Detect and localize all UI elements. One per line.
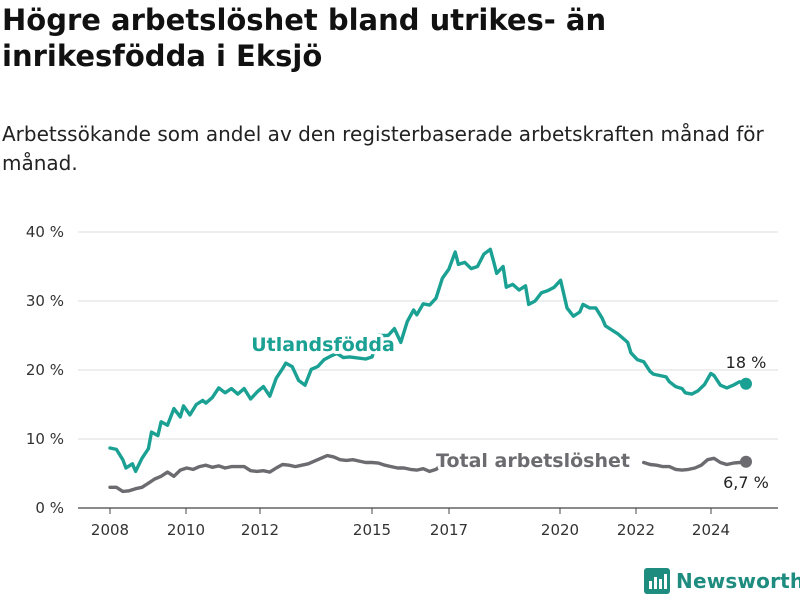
y-tick-label: 30 % xyxy=(26,292,64,310)
y-tick-label: 0 % xyxy=(35,499,64,517)
x-tick-label: 2024 xyxy=(692,521,730,539)
series-line-total xyxy=(108,453,464,494)
series-label-total: Total arbetslöshet xyxy=(436,450,630,472)
end-point-utlandsfodda xyxy=(740,377,752,390)
series-line-total xyxy=(642,456,748,472)
x-tick-label: 2020 xyxy=(541,521,579,539)
end-point-total xyxy=(740,455,752,468)
end-label-total: 6,7 % xyxy=(723,473,769,492)
series-label-total-halo: Total arbetslöshet xyxy=(436,450,630,472)
chart-title: Högre arbetslöshet bland utrikes- än inr… xyxy=(2,3,607,73)
newsworthy-logo-icon xyxy=(644,568,670,594)
chart-subtitle: Arbetssökande som andel av den registerb… xyxy=(2,122,764,175)
series-line-utlandsfodda xyxy=(108,247,748,474)
x-tick-label: 2017 xyxy=(430,521,468,539)
x-tick-label: 2022 xyxy=(617,521,655,539)
y-tick-label: 20 % xyxy=(26,361,64,379)
y-tick-label: 10 % xyxy=(26,430,64,448)
y-tick-label: 40 % xyxy=(26,223,64,241)
x-tick-label: 2012 xyxy=(241,521,279,539)
x-tick-label: 2015 xyxy=(353,521,391,539)
newsworthy-logo-text: Newsworthy xyxy=(676,569,800,593)
series-label-utlandsfodda: Utlandsfödda xyxy=(251,334,395,356)
series-label-utlandsfodda-halo: Utlandsfödda xyxy=(251,334,395,356)
newsworthy-logo: Newsworthy xyxy=(644,568,800,594)
x-tick-label: 2010 xyxy=(167,521,205,539)
end-label-utlandsfodda: 18 % xyxy=(726,353,767,372)
x-tick-label: 2008 xyxy=(91,521,129,539)
